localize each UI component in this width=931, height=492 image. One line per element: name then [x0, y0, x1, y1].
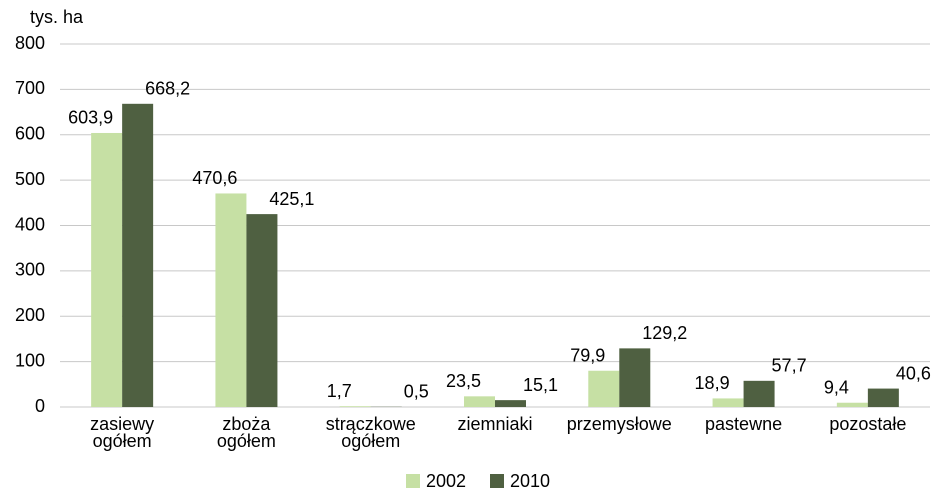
data-label: 603,9 — [68, 108, 113, 128]
bar — [246, 214, 278, 407]
data-label: 15,1 — [523, 375, 558, 395]
data-label: 470,6 — [192, 168, 237, 188]
legend-swatch — [490, 474, 504, 488]
legend-swatch — [406, 474, 420, 488]
bar — [619, 348, 651, 407]
data-label: 57,7 — [772, 356, 807, 376]
x-tick-label: pozostałe — [829, 414, 906, 434]
y-tick-label: 200 — [15, 305, 45, 325]
y-tick-label: 300 — [15, 260, 45, 280]
data-label: 18,9 — [695, 373, 730, 393]
data-label: 9,4 — [824, 377, 849, 397]
data-label: 40,6 — [896, 363, 931, 383]
x-tick-label: pastewne — [705, 414, 782, 434]
y-axis-label: tys. ha — [30, 7, 84, 27]
bar — [867, 388, 899, 407]
x-tick-label: ziemniaki — [457, 414, 532, 434]
legend-label: 2002 — [426, 471, 466, 491]
data-label: 23,5 — [446, 371, 481, 391]
bar — [215, 193, 247, 407]
x-tick-label: zboża ogółem — [217, 414, 276, 451]
data-label: 79,9 — [570, 345, 605, 365]
bar — [836, 402, 868, 407]
data-label: 425,1 — [269, 189, 314, 209]
x-tick-label: zasiewy ogółem — [90, 414, 154, 451]
y-tick-label: 600 — [15, 124, 45, 144]
y-tick-label: 0 — [35, 396, 45, 416]
bar — [588, 370, 620, 407]
bar — [743, 380, 775, 407]
bar — [712, 398, 744, 407]
data-label: 0,5 — [404, 382, 429, 402]
bar — [464, 396, 495, 407]
y-tick-label: 500 — [15, 169, 45, 189]
x-tick-label: strączkowe ogółem — [326, 414, 416, 451]
x-tick-label: przemysłowe — [567, 414, 672, 434]
data-label: 1,7 — [327, 381, 352, 401]
bar — [91, 132, 123, 407]
bar — [122, 103, 154, 407]
legend-label: 2010 — [510, 471, 550, 491]
y-tick-label: 400 — [15, 214, 45, 234]
data-label: 129,2 — [642, 323, 687, 343]
bar — [339, 406, 371, 407]
data-label: 668,2 — [145, 79, 190, 99]
y-tick-label: 700 — [15, 78, 45, 98]
bar — [495, 400, 526, 407]
y-tick-label: 800 — [15, 33, 45, 53]
y-tick-label: 100 — [15, 350, 45, 370]
